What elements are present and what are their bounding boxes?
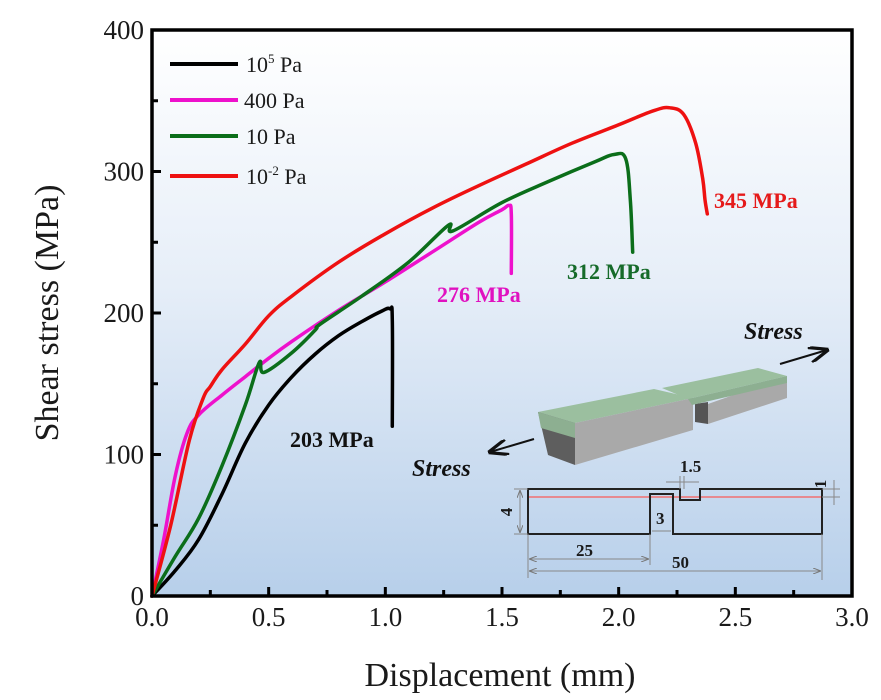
legend-label: 400 Pa	[244, 88, 305, 113]
left-block-top	[538, 389, 693, 423]
y-axis-title: Shear stress (MPa)	[29, 185, 66, 442]
dim-label-3: 3	[656, 509, 665, 528]
series-line-10-pa	[150, 151, 635, 598]
series-line-10-2-pa	[150, 105, 710, 598]
dim-label-4: 4	[497, 507, 516, 516]
series-line-400-pa	[150, 203, 514, 598]
series-layer	[150, 105, 710, 598]
stress-label-left: Stress	[412, 456, 471, 482]
stress-label-right: Stress	[744, 319, 803, 345]
legend-item-400-pa: 400 Pa	[170, 88, 305, 113]
dim-label-50: 50	[672, 553, 689, 572]
right-block-top-edge	[688, 376, 787, 405]
x-tick-label: 1.0	[368, 602, 402, 632]
specimen-dimension-drawing: 25 50 3 1.5 4 1	[497, 457, 840, 580]
legend-item-10e5-pa: 105 Pa	[170, 51, 302, 77]
y-tick-label: 400	[104, 15, 145, 45]
right-block-notch-face	[695, 402, 708, 424]
plot-area	[152, 30, 852, 596]
y-tick-label: 300	[104, 157, 145, 187]
y-tick-label: 200	[104, 298, 145, 328]
dim-label-1-5: 1.5	[680, 457, 701, 476]
right-block-top	[662, 368, 787, 399]
y-tick-label: 100	[104, 440, 145, 470]
left-block-top-edge	[538, 412, 575, 438]
dim-label-1: 1	[811, 480, 830, 489]
x-tick-label: 0.0	[135, 602, 169, 632]
series-line-10-5-pa	[150, 305, 395, 598]
stress-arrow-left	[490, 438, 535, 452]
legend-label: 10-2 Pa	[246, 163, 307, 189]
x-axis-title: Displacement (mm)	[365, 657, 636, 694]
legend-item-10e-2-pa: 10-2 Pa	[170, 163, 307, 189]
left-block-side	[575, 398, 693, 465]
x-tick-label: 1.5	[485, 602, 519, 632]
stress-arrow-right	[779, 350, 827, 365]
y-tick-label: 0	[131, 581, 145, 611]
specimen-3d-inset: Stress Stress	[412, 319, 827, 482]
annotation-312-mpa: 312 MPa	[567, 259, 651, 284]
annotation-203-mpa: 203 MPa	[290, 427, 374, 452]
x-tick-label: 2.0	[602, 602, 636, 632]
annotation-345-mpa: 345 MPa	[714, 188, 798, 213]
legend-label: 10 Pa	[246, 124, 296, 149]
x-tick-label: 0.5	[252, 602, 286, 632]
legend-item-10-pa: 10 Pa	[170, 124, 296, 149]
legend-label: 105 Pa	[246, 51, 302, 77]
annotation-276-mpa: 276 MPa	[437, 282, 521, 307]
x-tick-label: 2.5	[718, 602, 752, 632]
ticks-layer: 0.0 0.5 1.0 1.5 2.0 2.5 3.0 0 100 200 300 400	[104, 15, 869, 632]
legend: 105 Pa 400 Pa 10 Pa 10-2 Pa	[170, 51, 307, 189]
right-block-side	[708, 376, 787, 424]
x-tick-label: 3.0	[835, 602, 869, 632]
dim-label-25: 25	[576, 541, 593, 560]
